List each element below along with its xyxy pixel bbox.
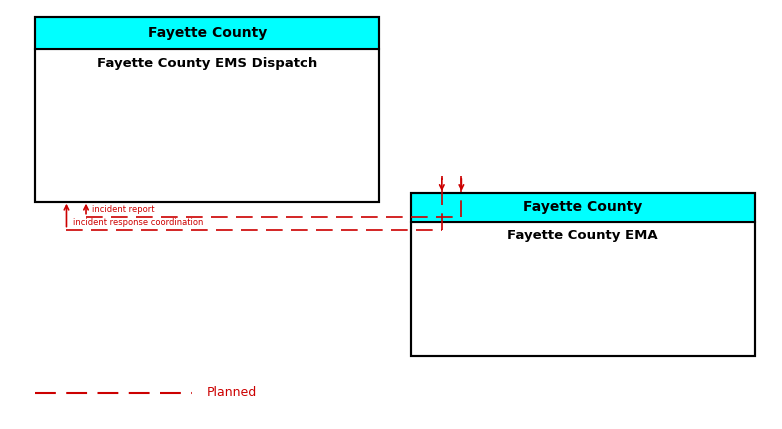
Text: incident response coordination: incident response coordination bbox=[73, 218, 203, 227]
Bar bbox=[35, 49, 379, 202]
Bar bbox=[411, 193, 755, 221]
Text: Fayette County EMA: Fayette County EMA bbox=[508, 229, 658, 242]
Bar bbox=[35, 17, 379, 202]
Text: Planned: Planned bbox=[207, 386, 257, 399]
Bar bbox=[411, 193, 755, 356]
Text: Fayette County: Fayette County bbox=[523, 200, 642, 214]
Text: Fayette County: Fayette County bbox=[148, 26, 267, 40]
Text: incident report: incident report bbox=[92, 205, 155, 214]
Text: Fayette County EMS Dispatch: Fayette County EMS Dispatch bbox=[97, 57, 317, 70]
Bar bbox=[35, 17, 379, 49]
Bar bbox=[411, 221, 755, 356]
